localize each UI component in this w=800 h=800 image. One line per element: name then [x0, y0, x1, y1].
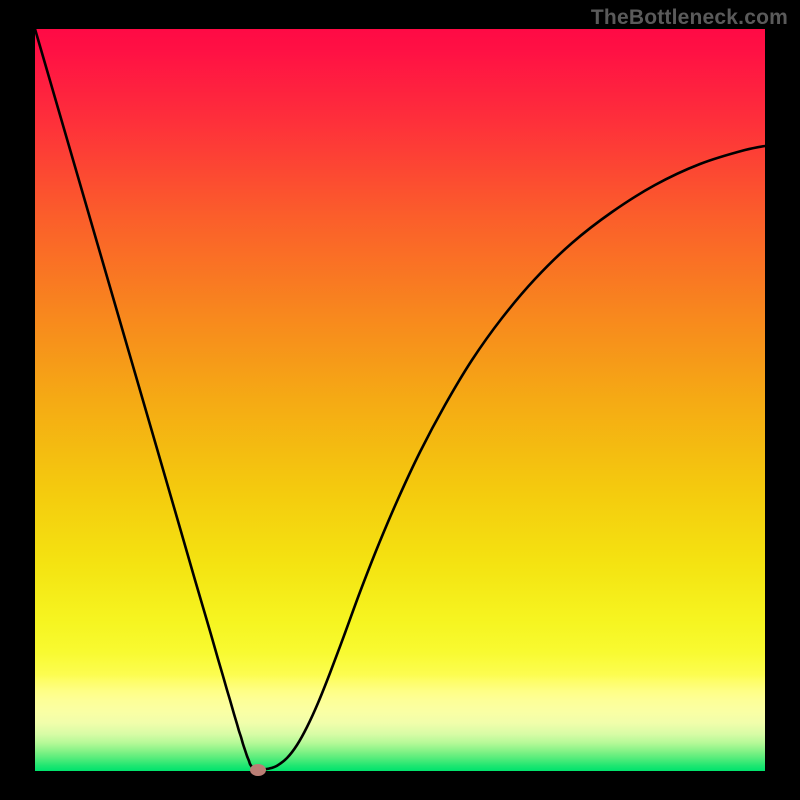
chart-container: TheBottleneck.com	[0, 0, 800, 800]
bottleneck-curve-chart	[0, 0, 800, 800]
minimum-marker	[250, 764, 266, 776]
watermark-text: TheBottleneck.com	[591, 6, 788, 30]
plot-background	[35, 29, 765, 771]
